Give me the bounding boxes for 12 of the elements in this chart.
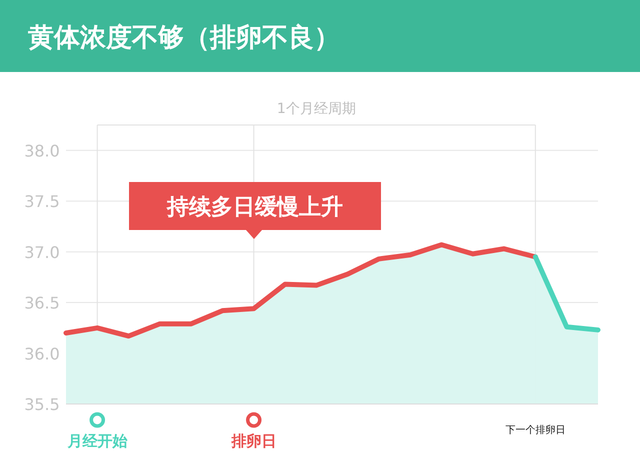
chart-subtitle: 1个月经周期 xyxy=(276,101,356,117)
y-tick-label: 37.0 xyxy=(24,242,60,262)
x-tick-label: 月经开始 xyxy=(66,432,128,450)
y-tick-label: 38.0 xyxy=(24,141,60,160)
x-tick-label: 排卵日 xyxy=(230,432,276,450)
y-tick-label: 35.5 xyxy=(24,395,60,414)
annotation: 持续多日缓慢上升 xyxy=(166,195,343,220)
x-tick-label: 下一个排卵日 xyxy=(505,424,566,436)
y-tick-label: 37.5 xyxy=(24,192,60,212)
y-tick-label: 36.0 xyxy=(24,344,60,364)
chart-title: 黄体浓度不够（排卵不良） xyxy=(27,23,340,53)
y-tick-label: 36.5 xyxy=(24,294,60,313)
